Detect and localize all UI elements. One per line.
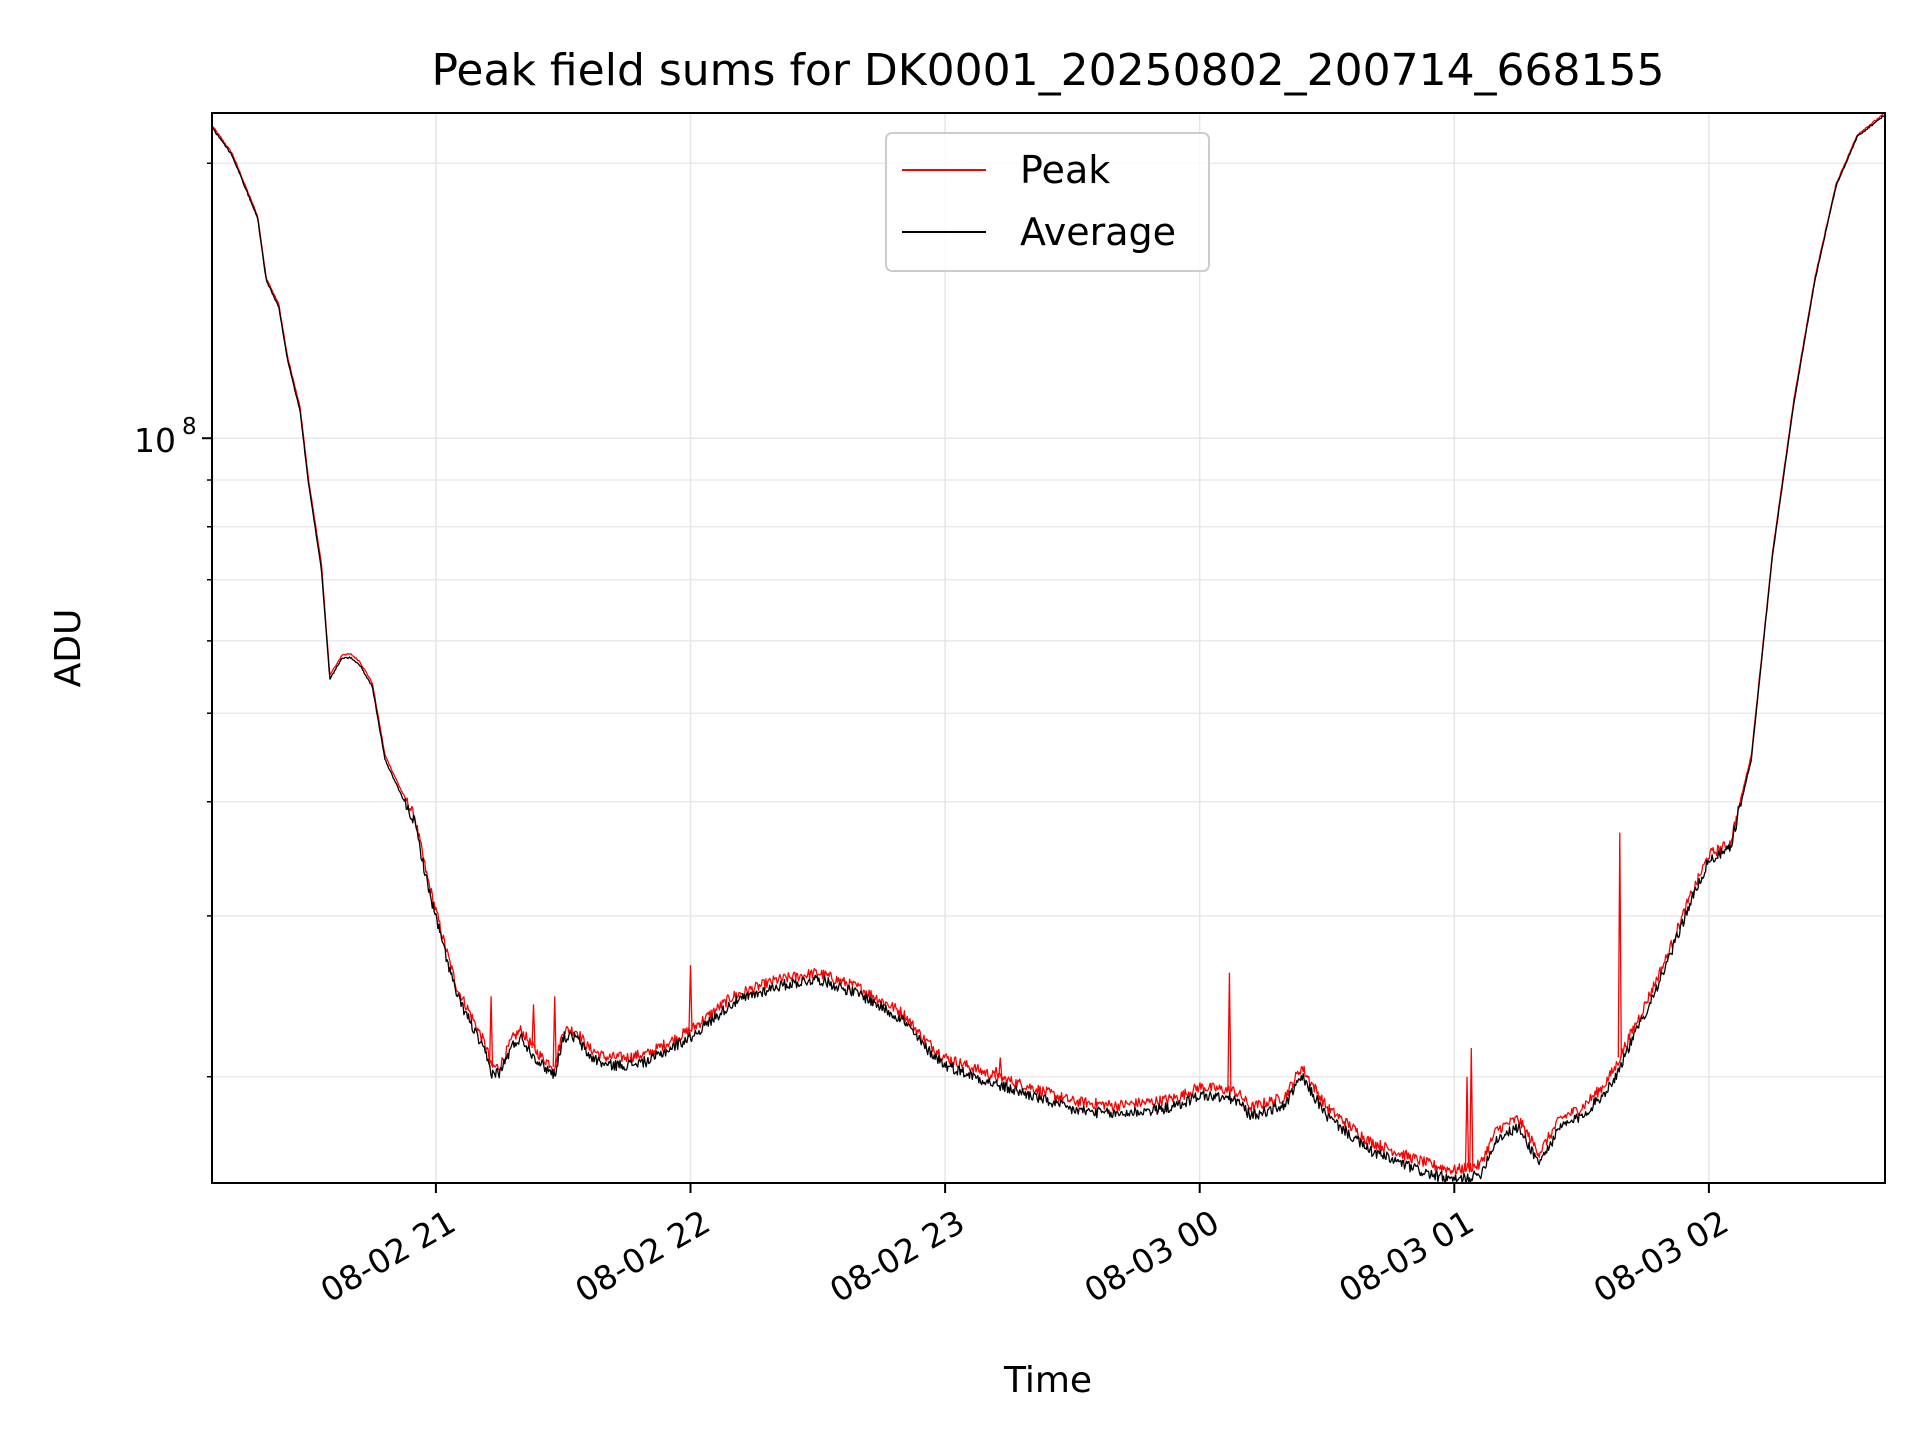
legend: Peak Average (886, 133, 1209, 271)
y-axis-label: ADU (48, 609, 89, 688)
y-tick-label-exponent: 8 (182, 414, 197, 440)
legend-label-average: Average (1020, 210, 1176, 254)
chart-title: Peak field sums for DK0001_20250802_2007… (431, 45, 1664, 96)
y-tick-label-base: 10 (134, 421, 176, 460)
x-axis-label: Time (1003, 1360, 1092, 1401)
legend-label-peak: Peak (1020, 148, 1110, 192)
